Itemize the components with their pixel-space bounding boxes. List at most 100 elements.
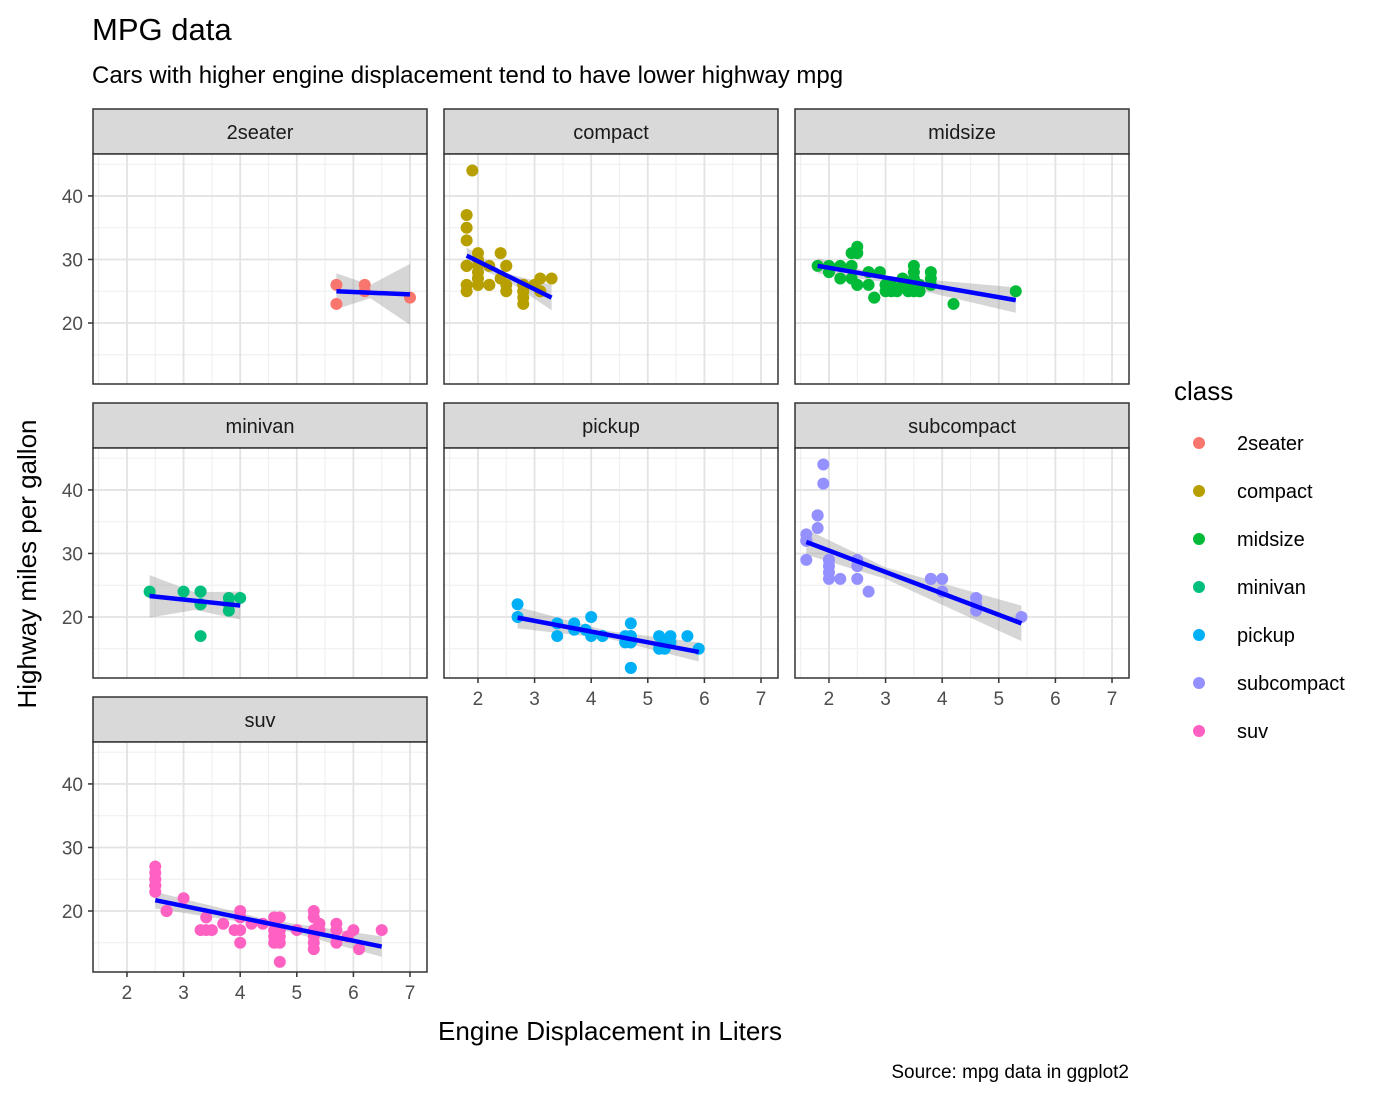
data-point-compact xyxy=(483,278,496,291)
panel-bg-minivan xyxy=(93,448,427,678)
panel-border-subcompact xyxy=(794,447,1130,679)
strip-label-2seater: 2seater xyxy=(227,122,294,144)
legend-key-2seater xyxy=(1193,437,1205,449)
data-point-suv xyxy=(375,924,388,937)
strip-label-minivan: minivan xyxy=(226,416,295,438)
data-point-compact xyxy=(500,285,513,298)
data-point-compact xyxy=(545,272,558,285)
strip-label-pickup: pickup xyxy=(582,416,640,438)
subtitle: Cars with higher engine displacement ten… xyxy=(92,62,844,89)
strip-label-subcompact: subcompact xyxy=(908,416,1016,438)
y-tick-label: 40 xyxy=(62,187,83,208)
data-point-subcompact xyxy=(811,509,824,522)
panel-bg-2seater xyxy=(93,154,427,384)
y-tick-label: 30 xyxy=(62,250,83,271)
y-tick-label: 40 xyxy=(62,775,83,796)
x-tick-label: 6 xyxy=(1050,689,1061,710)
data-point-pickup xyxy=(624,617,637,630)
legend-label-subcompact: subcompact xyxy=(1237,673,1345,695)
data-point-pickup xyxy=(551,630,564,643)
data-point-compact xyxy=(460,285,473,298)
data-point-compact xyxy=(460,221,473,234)
x-tick-label: 2 xyxy=(473,689,484,710)
data-point-subcompact xyxy=(817,458,830,471)
data-point-midsize xyxy=(890,285,903,298)
x-tick-label: 5 xyxy=(643,689,654,710)
data-point-midsize xyxy=(834,272,847,285)
strip-label-compact: compact xyxy=(573,122,649,144)
data-point-midsize xyxy=(862,278,875,291)
y-tick-label: 20 xyxy=(62,314,83,335)
trend-line-suv xyxy=(154,898,383,949)
data-point-suv xyxy=(205,924,218,937)
legend-key-compact xyxy=(1193,485,1205,497)
panel-bg-subcompact xyxy=(795,448,1129,678)
panel-bg-pickup xyxy=(444,448,778,678)
data-point-subcompact xyxy=(811,522,824,535)
trend-line-midsize xyxy=(817,263,1017,303)
x-tick-label: 7 xyxy=(1107,689,1118,710)
panel-bg-suv xyxy=(93,742,427,972)
data-point-compact xyxy=(466,164,479,177)
x-tick-label: 7 xyxy=(756,689,767,710)
data-point-compact xyxy=(460,234,473,247)
legend-key-subcompact xyxy=(1193,677,1205,689)
data-point-minivan xyxy=(194,630,207,643)
strip-pickup xyxy=(443,402,779,449)
data-point-suv xyxy=(330,917,343,930)
data-point-suv xyxy=(217,917,230,930)
data-point-suv xyxy=(234,936,247,949)
legend-key-midsize xyxy=(1193,533,1205,545)
data-point-subcompact xyxy=(851,572,864,585)
y-tick-label: 30 xyxy=(62,838,83,859)
data-point-suv xyxy=(177,892,190,905)
title: MPG data xyxy=(92,12,232,47)
data-point-suv xyxy=(353,943,366,956)
y-tick-label: 40 xyxy=(62,481,83,502)
x-tick-label: 4 xyxy=(937,689,948,710)
x-tick-label: 2 xyxy=(824,689,835,710)
data-point-2seater xyxy=(330,278,343,291)
data-point-midsize xyxy=(1009,285,1022,298)
strip-suv xyxy=(92,696,428,743)
legend-label-suv: suv xyxy=(1237,721,1268,743)
confidence-band-minivan xyxy=(149,575,241,620)
data-point-subcompact xyxy=(800,553,813,566)
x-tick-label: 3 xyxy=(880,689,891,710)
panel-border-minivan xyxy=(92,447,428,679)
x-tick-label: 2 xyxy=(122,983,133,1004)
data-point-subcompact xyxy=(924,572,937,585)
data-point-minivan xyxy=(234,591,247,604)
data-point-pickup xyxy=(585,611,598,624)
panel-bg-compact xyxy=(444,154,778,384)
data-point-suv xyxy=(273,955,286,968)
x-axis-title: Engine Displacement in Liters xyxy=(438,1016,782,1046)
x-tick-label: 7 xyxy=(405,983,416,1004)
data-point-subcompact xyxy=(936,572,949,585)
data-point-2seater xyxy=(330,297,343,310)
x-tick-label: 5 xyxy=(292,983,303,1004)
data-point-minivan xyxy=(222,604,235,617)
x-tick-label: 4 xyxy=(235,983,246,1004)
legend-label-midsize: midsize xyxy=(1237,529,1305,551)
data-point-midsize xyxy=(868,291,881,304)
data-point-subcompact xyxy=(834,572,847,585)
data-point-suv xyxy=(149,879,162,892)
data-point-suv xyxy=(234,905,247,918)
y-tick-label: 30 xyxy=(62,544,83,565)
data-point-suv xyxy=(347,924,360,937)
data-point-pickup xyxy=(511,598,524,611)
strip-label-midsize: midsize xyxy=(928,122,996,144)
data-point-subcompact xyxy=(970,591,983,604)
data-point-minivan xyxy=(177,585,190,598)
x-tick-label: 6 xyxy=(348,983,359,1004)
panel-border-midsize xyxy=(794,153,1130,385)
strip-label-suv: suv xyxy=(244,710,275,732)
data-point-minivan xyxy=(194,585,207,598)
data-point-compact xyxy=(460,208,473,221)
trend-line-compact xyxy=(465,253,553,300)
data-point-compact xyxy=(500,259,513,272)
panel-border-pickup xyxy=(443,447,779,679)
x-tick-label: 6 xyxy=(699,689,710,710)
